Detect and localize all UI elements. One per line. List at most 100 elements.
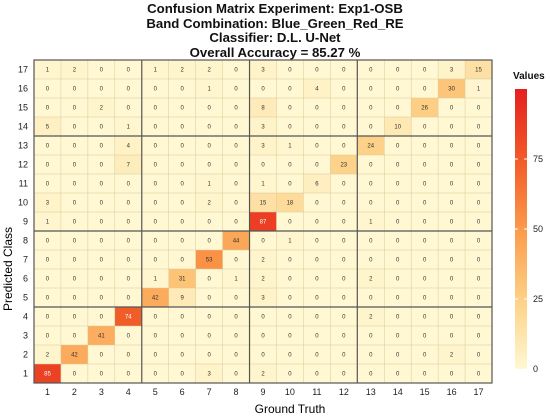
cell-value-label: 0 [396,87,400,93]
cell-p6-g10 [276,269,304,288]
cell-value-label: 74 [125,315,132,321]
cell-value-label: 0 [207,144,211,150]
cell-p2-g10 [276,345,304,364]
cell-value-label: 0 [100,125,104,131]
cell-value-label: 10 [394,125,401,131]
cell-value-label: 0 [342,220,346,226]
cell-value-label: 0 [46,87,50,93]
cell-p2-g7 [195,345,223,364]
cell-value-label: 0 [154,315,158,321]
y-tick-label: 8 [23,236,28,246]
cell-p1-g8 [222,364,250,383]
cell-p7-g11 [303,250,331,269]
cell-p15-g2 [60,98,88,117]
cell-value-label: 3 [261,68,265,74]
cell-p15-g1 [34,98,61,117]
cell-p14-g7 [195,117,223,136]
cell-p17-g17 [465,60,492,79]
cell-p1-g16 [438,364,466,383]
cell-value-label: 0 [315,334,319,340]
cell-value-label: 0 [342,239,346,245]
cell-value-label: 0 [46,163,50,169]
cell-value-label: 0 [477,239,481,245]
cell-value-label: 0 [100,144,104,150]
cell-value-label: 0 [450,315,454,321]
cell-p9-g3 [87,212,115,231]
cell-value-label: 0 [369,296,373,302]
cell-p2-g9 [249,345,277,364]
cell-value-label: 1 [207,182,211,188]
cell-p8-g6 [168,231,196,250]
cell-p13-g9 [249,136,277,155]
cell-value-label: 0 [73,315,77,321]
cell-p11-g10 [276,174,304,193]
cell-value-label: 0 [315,220,319,226]
cell-value-label: 0 [423,239,427,245]
cell-p11-g7 [195,174,223,193]
cell-value-label: 0 [73,106,77,112]
cell-p14-g2 [60,117,88,136]
cell-p3-g3 [87,326,115,345]
cell-value-label: 18 [287,201,294,207]
cell-value-label: 0 [369,334,373,340]
cell-p9-g7 [195,212,223,231]
cell-p12-g2 [60,155,88,174]
cell-value-label: 0 [477,334,481,340]
cell-value-label: 0 [73,239,77,245]
cell-value-label: 0 [423,220,427,226]
cell-value-label: 0 [181,353,185,359]
cell-p5-g15 [411,288,439,307]
cell-p1-g5 [141,364,169,383]
cell-value-label: 0 [154,87,158,93]
cell-value-label: 0 [288,353,292,359]
cell-p10-g11 [303,193,331,212]
cell-value-label: 0 [181,239,185,245]
cell-value-label: 0 [288,87,292,93]
cell-value-label: 2 [369,277,373,283]
cell-p8-g2 [60,231,88,250]
cell-p10-g8 [222,193,250,212]
x-tick-label: 8 [234,387,239,397]
cell-p17-g7 [195,60,223,79]
cell-p2-g15 [411,345,439,364]
cell-p3-g9 [249,326,277,345]
cell-p6-g16 [438,269,466,288]
cell-p1-g14 [384,364,412,383]
cell-value-label: 44 [233,239,240,245]
cell-p17-g15 [411,60,439,79]
cell-value-label: 0 [342,258,346,264]
cell-value-label: 2 [207,68,211,74]
cell-p8-g16 [438,231,466,250]
cell-p12-g3 [87,155,115,174]
cell-p3-g12 [330,326,358,345]
cell-value-label: 0 [127,239,131,245]
cell-p17-g13 [357,60,385,79]
cell-value-label: 2 [450,353,454,359]
cell-p17-g3 [87,60,115,79]
cell-value-label: 0 [315,125,319,131]
cell-value-label: 1 [234,277,238,283]
cell-p3-g11 [303,326,331,345]
cell-value-label: 0 [369,353,373,359]
cell-value-label: 0 [450,125,454,131]
cell-value-label: 0 [477,277,481,283]
cell-p11-g12 [330,174,358,193]
cell-p7-g13 [357,250,385,269]
cell-p4-g9 [249,307,277,326]
cell-value-label: 0 [73,372,77,378]
cell-p1-g13 [357,364,385,383]
cell-p4-g11 [303,307,331,326]
cell-value-label: 0 [423,372,427,378]
cell-p8-g5 [141,231,169,250]
cell-p9-g6 [168,212,196,231]
cell-p6-g1 [34,269,61,288]
cell-value-label: 1 [127,125,131,131]
cell-p5-g11 [303,288,331,307]
cell-value-label: 0 [127,201,131,207]
cell-p3-g6 [168,326,196,345]
cell-value-label: 0 [477,353,481,359]
cell-value-label: 0 [46,106,50,112]
cell-p7-g9 [249,250,277,269]
cell-value-label: 3 [261,144,265,150]
cell-value-label: 30 [448,87,455,93]
